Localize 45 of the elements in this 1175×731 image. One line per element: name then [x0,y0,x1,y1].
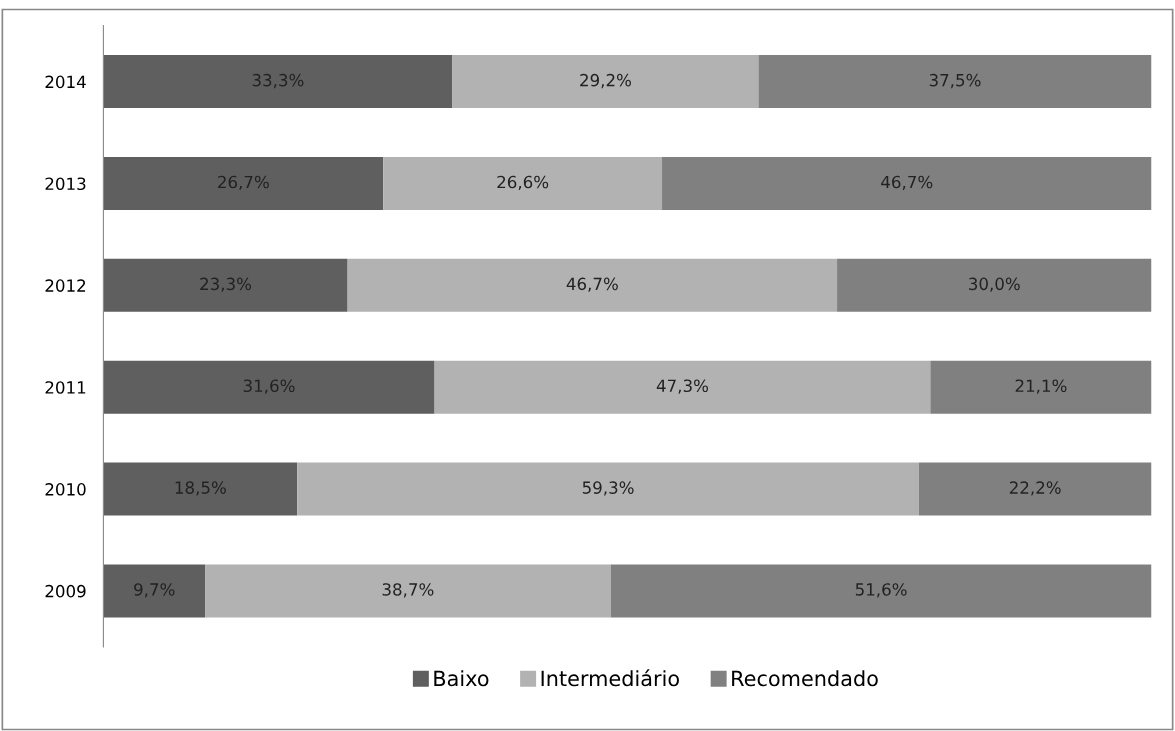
data-label: 33,3% [252,73,304,89]
data-label: 38,7% [382,583,434,598]
data-label: 31,6% [243,379,295,394]
data-label: 30,0% [969,277,1020,292]
y-tick-label: 2010 [45,483,86,496]
bar [758,55,1152,109]
bar [297,462,919,516]
y-tick-label: 2012 [45,279,86,292]
data-label: 51,6% [855,583,907,598]
bar [452,55,759,109]
legend-label: Intermediário [541,669,679,687]
y-tick-label: 2014 [45,75,86,89]
data-label: 37,5% [929,73,981,89]
bar [383,156,663,210]
y-tick-label: 2011 [45,381,86,394]
bar [103,564,206,618]
data-label: 59,3% [582,481,634,496]
bar [103,462,298,516]
bar [103,258,348,312]
data-label: 9,7% [134,583,175,598]
bar [610,564,1152,618]
data-label: 26,6% [497,175,549,191]
y-tick-label: 2013 [45,177,86,191]
data-label: 18,5% [175,481,226,496]
bar [103,156,384,210]
bar [837,258,1152,312]
data-label: 26,7% [218,175,269,191]
bar [918,462,1152,516]
bar [662,156,1152,210]
bar [103,360,435,414]
legend-label: Baixo [434,670,489,687]
bar [930,360,1152,414]
data-label: 29,2% [580,73,631,89]
data-label: 46,7% [566,277,618,292]
bar [347,258,838,312]
data-label: 22,2% [1009,481,1061,496]
bar [205,564,611,618]
data-label: 23,3% [200,277,252,292]
bar [434,360,931,414]
bar [103,55,453,109]
data-label: 46,7% [881,175,933,191]
data-label: 47,3% [656,379,709,394]
y-tick-label: 2009 [45,584,86,598]
legend-label: Recomendado [732,670,878,687]
data-label: 21,1% [1015,379,1067,394]
